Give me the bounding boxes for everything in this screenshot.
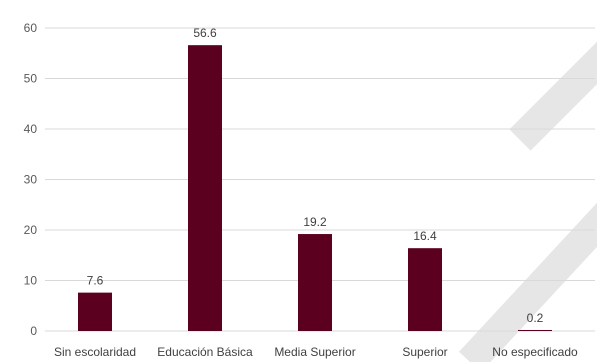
y-tick-label: 60 [24, 21, 38, 35]
y-tick-label: 0 [30, 324, 37, 338]
data-labels: 7.6 56.6 19.2 16.4 0.2 [87, 26, 544, 325]
x-tick-label: No especificado [492, 345, 578, 359]
watermark [458, 41, 597, 362]
data-label: 56.6 [193, 26, 217, 40]
bars [78, 45, 552, 332]
data-label: 19.2 [303, 215, 327, 229]
data-label: 16.4 [413, 229, 437, 243]
y-tick-label: 40 [24, 122, 38, 136]
bar [518, 329, 552, 331]
bar [298, 234, 332, 331]
data-label: 0.2 [527, 311, 544, 325]
y-axis-ticks: 0 10 20 30 40 50 60 [24, 21, 38, 338]
y-tick-label: 20 [24, 223, 38, 237]
y-tick-label: 50 [24, 72, 38, 86]
bar [188, 45, 222, 332]
x-tick-label: Superior [402, 345, 447, 359]
bar [78, 292, 112, 331]
bar [408, 248, 442, 331]
x-axis-categories: Sin escolaridad Educación Básica Media Sup… [54, 345, 578, 359]
x-tick-label: Educación Básica [157, 345, 253, 359]
data-label: 7.6 [87, 274, 104, 288]
y-tick-label: 30 [24, 173, 38, 187]
watermark-stripe [509, 41, 597, 151]
x-tick-label: Media Superior [274, 345, 355, 359]
y-tick-label: 10 [24, 274, 38, 288]
x-tick-label: Sin escolaridad [54, 345, 136, 359]
